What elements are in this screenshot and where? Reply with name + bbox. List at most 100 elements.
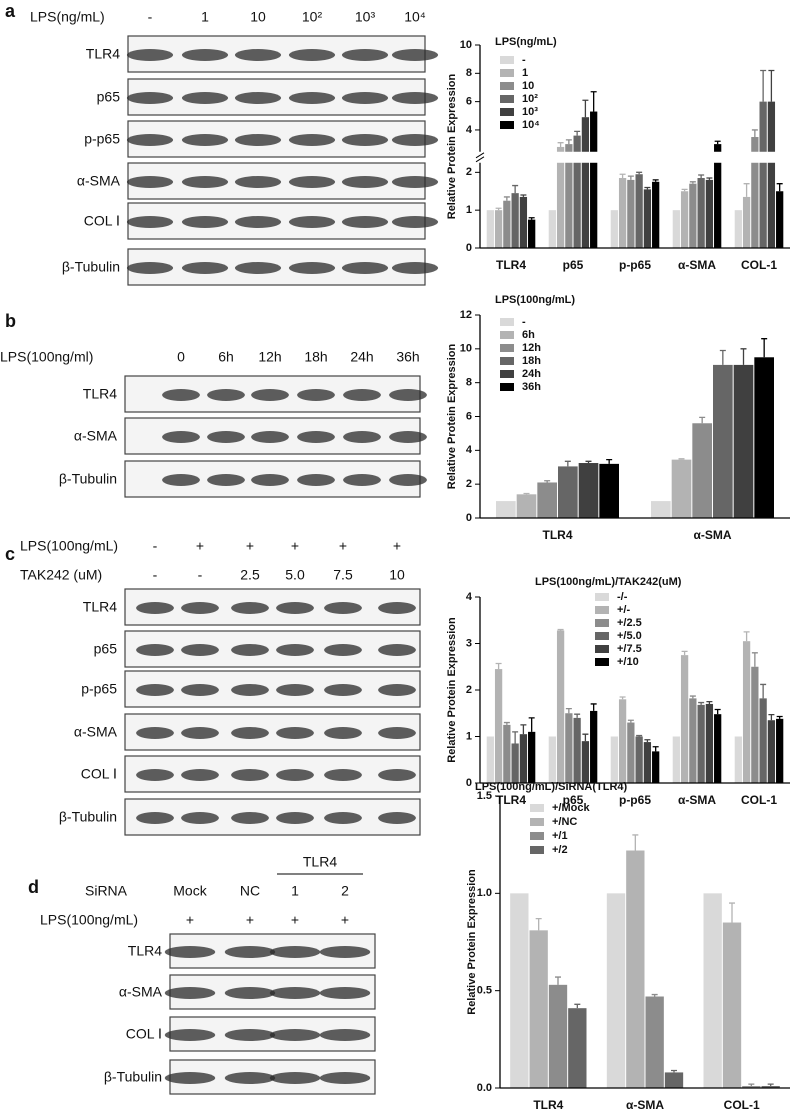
lane-label: 2.5: [240, 567, 260, 583]
legend-swatch: [500, 370, 514, 378]
panel-letter: b: [5, 311, 16, 331]
error-bar: [719, 349, 726, 365]
blot-band: [378, 684, 416, 696]
blot-band: [276, 602, 314, 614]
row-label: α-SMA: [74, 724, 118, 740]
blot-band: [136, 812, 174, 824]
bar: [680, 191, 689, 248]
bar: [511, 743, 519, 783]
lane-label: -: [198, 567, 203, 583]
blot-band: [389, 389, 427, 401]
bar: [697, 704, 705, 783]
error-bar: [644, 739, 651, 743]
blot-band: [341, 92, 389, 104]
blot-band: [297, 431, 335, 443]
y-tick-label: 6: [466, 96, 472, 108]
x-tick-label: α-SMA: [678, 258, 716, 272]
bar: [645, 996, 664, 1088]
y-tick-label: 8: [466, 67, 472, 79]
error-bar: [528, 217, 535, 220]
bar: [742, 641, 751, 783]
bar: [742, 196, 751, 248]
lane-label: +: [291, 538, 299, 554]
lane-label: 10: [250, 9, 266, 25]
blot-band: [181, 92, 229, 104]
bar: [578, 463, 599, 518]
row-label: TLR4: [128, 943, 162, 959]
blot-band: [224, 987, 276, 999]
legend-label: 36h: [522, 381, 541, 393]
x-tick-label: COL-1: [741, 793, 777, 807]
bar: [714, 714, 722, 783]
error-bar: [681, 188, 688, 192]
bar: [635, 174, 643, 248]
error-bar: [776, 715, 783, 719]
bar: [734, 210, 742, 248]
lane-header-label: SiRNA: [85, 883, 128, 899]
error-bar: [644, 186, 651, 190]
blot-band: [126, 134, 174, 146]
y-axis-label: Relative Protein Expression: [446, 73, 458, 219]
axis-break: [475, 152, 485, 163]
blot-band: [391, 216, 439, 228]
lane-header-label: LPS(100ng/mL): [20, 538, 118, 554]
x-tick-label: p65: [563, 258, 584, 272]
bar: [751, 666, 759, 783]
x-tick-label: α-SMA: [626, 1098, 664, 1111]
legend-label: +/2: [552, 844, 568, 856]
bar: [713, 364, 733, 518]
bar: [671, 459, 692, 518]
lane-label: 18h: [304, 349, 327, 365]
error-bar: [565, 707, 572, 714]
error-bar: [520, 194, 527, 197]
x-tick-label: TLR4: [496, 793, 526, 807]
row-label: β-Tubulin: [62, 259, 120, 275]
error-bar: [698, 174, 705, 179]
error-bar: [535, 917, 542, 931]
x-tick-label: TLR4: [543, 528, 573, 542]
error-bar: [636, 171, 643, 175]
legend-swatch: [500, 383, 514, 391]
legend-label: 10³: [522, 106, 538, 118]
error-bar: [495, 662, 502, 670]
bar: [573, 135, 581, 248]
error-bar: [706, 700, 713, 704]
blot-band: [181, 262, 229, 274]
blot-band: [181, 684, 219, 696]
legend-label: +/5.0: [617, 630, 642, 642]
row-label: TLR4: [86, 46, 120, 62]
blot-band: [319, 1072, 371, 1084]
y-tick-label: 10: [460, 39, 472, 51]
blot-band: [324, 812, 362, 824]
y-axis-label: Relative Protein Expression: [446, 343, 458, 489]
row-label: p-p65: [81, 681, 117, 697]
y-axis-label: Relative Protein Expression: [466, 869, 478, 1015]
error-bar: [632, 834, 639, 851]
lane-label: -: [148, 9, 153, 25]
blot-band: [288, 49, 336, 61]
bar: [680, 655, 689, 783]
legend-swatch: [595, 632, 609, 640]
legend-label: +/7.5: [617, 643, 642, 655]
bar: [581, 741, 590, 783]
error-bar: [520, 724, 527, 735]
blot-band: [181, 769, 219, 781]
blot-band: [231, 684, 269, 696]
legend-swatch: [500, 56, 514, 64]
lane-header-label: LPS(100ng/ml): [0, 349, 93, 365]
blot-band: [269, 987, 321, 999]
blot-frame: [124, 755, 421, 793]
y-tick-label: 4: [466, 591, 473, 603]
bar: [511, 193, 519, 248]
blot-band: [297, 474, 335, 486]
legend-swatch: [595, 606, 609, 614]
legend-label: -: [522, 316, 526, 328]
blot-band: [234, 176, 282, 188]
blot-frame: [124, 798, 421, 836]
blot-band: [234, 134, 282, 146]
lane-label: 10³: [355, 9, 376, 25]
bar: [606, 893, 626, 1088]
lane-label: +: [246, 538, 254, 554]
error-bar: [768, 69, 775, 102]
legend-swatch: [500, 108, 514, 116]
